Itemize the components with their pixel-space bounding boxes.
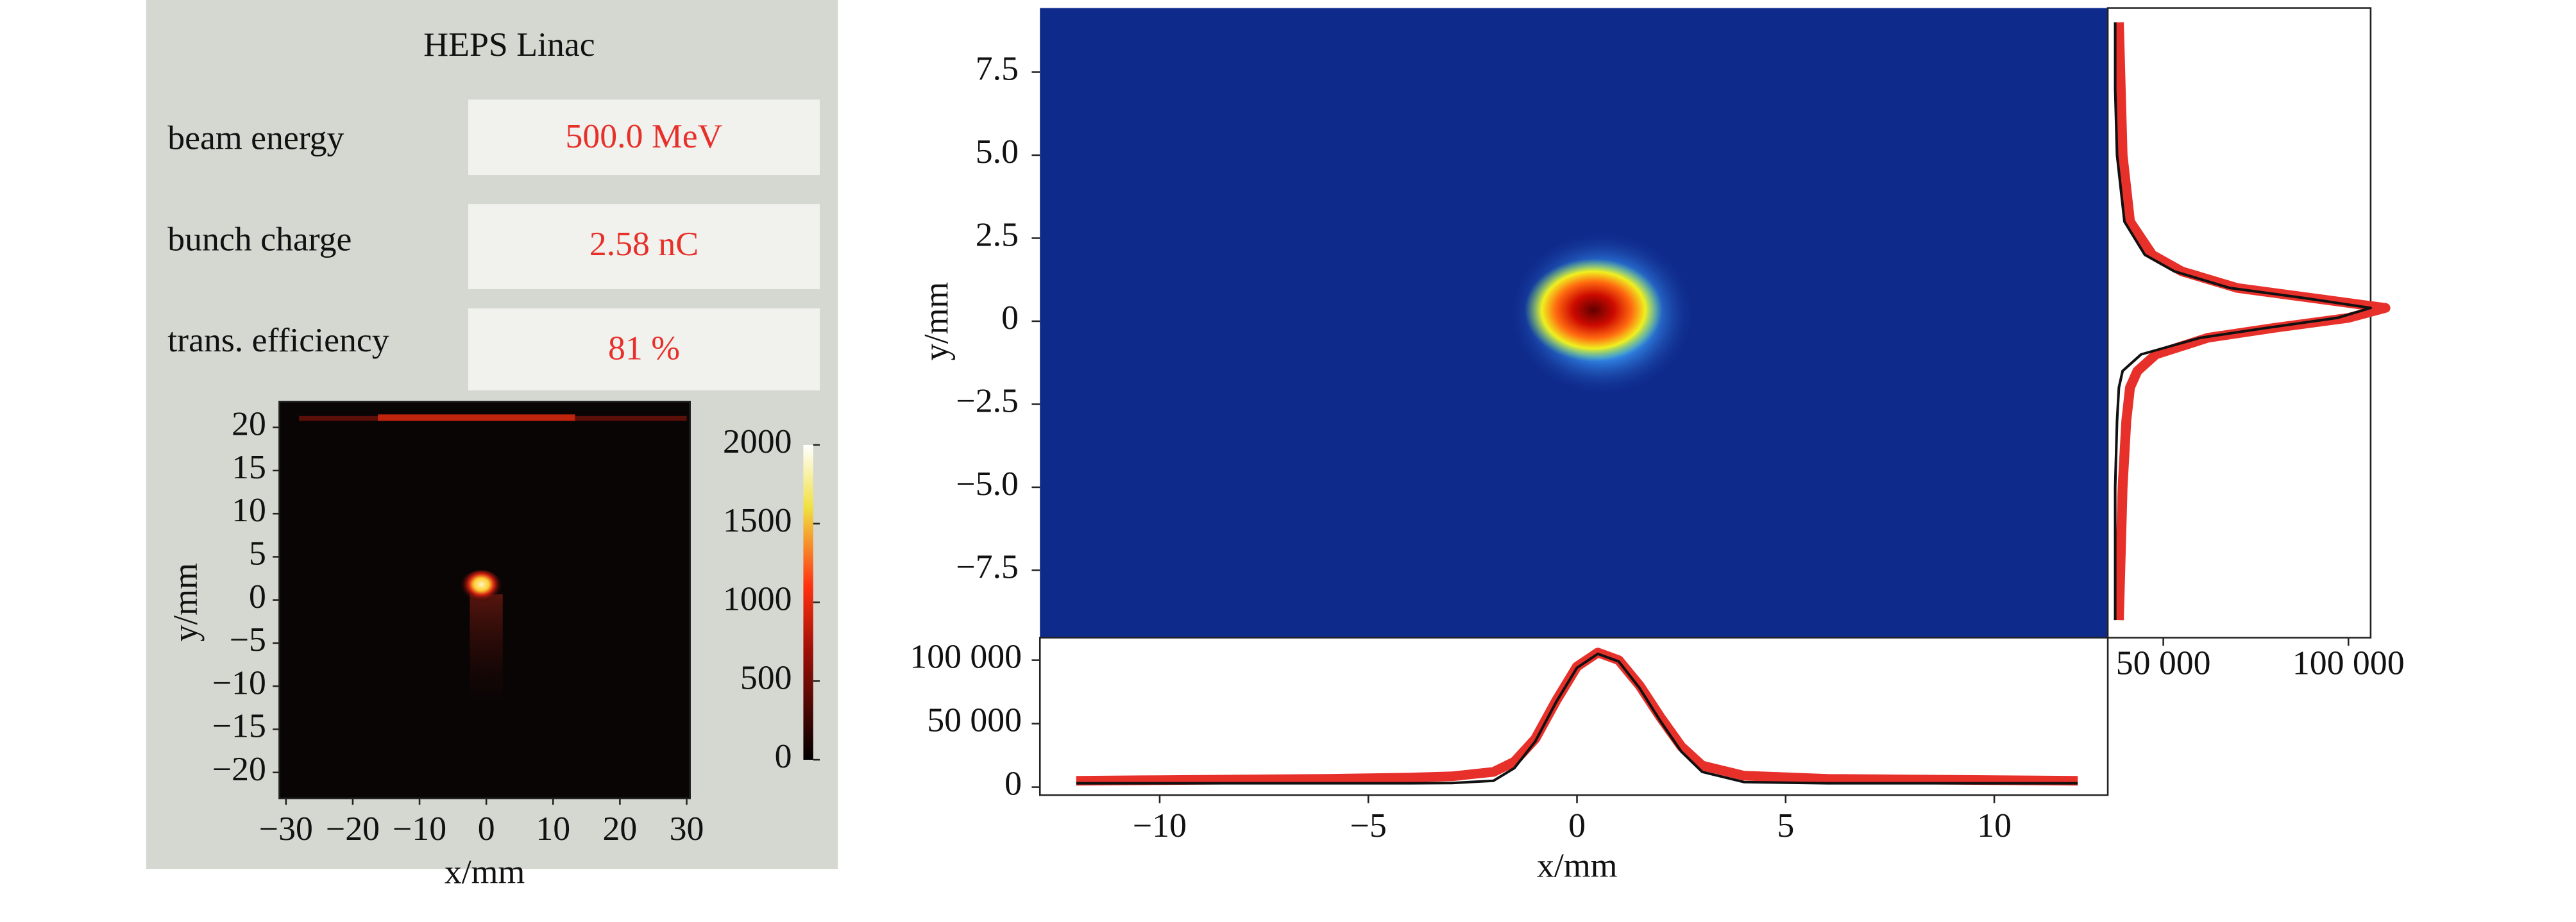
y-axis-label: y/mm bbox=[166, 563, 205, 642]
beam-core bbox=[1524, 258, 1663, 362]
y-tick-label: 0 bbox=[249, 578, 266, 615]
x-tick-label: −10 bbox=[393, 810, 446, 847]
x-tick-label: 10 bbox=[536, 810, 570, 847]
row: bunch charge 2.58 nC bbox=[167, 204, 820, 289]
y-tick-label: −5.0 bbox=[956, 465, 1019, 503]
y-tick-label: −7.5 bbox=[956, 548, 1019, 585]
y-tick-label: 100 000 bbox=[910, 638, 1022, 675]
x-profile-line bbox=[1076, 652, 2078, 785]
x-axis-label: x/mm bbox=[1537, 847, 1617, 884]
row-label: bunch charge bbox=[167, 221, 352, 258]
y-tick-label: 0 bbox=[775, 738, 792, 775]
y-tick-label: −5 bbox=[230, 621, 266, 658]
y-tick-label: −10 bbox=[212, 664, 266, 701]
y-tick-label: −20 bbox=[212, 750, 266, 787]
y-tick-label: 2000 bbox=[723, 423, 792, 460]
x-tick-label: 10 bbox=[1977, 807, 2012, 844]
value-box bbox=[468, 308, 820, 390]
y-axis-label: y/mm bbox=[917, 282, 956, 361]
y-tick-label: 1500 bbox=[723, 501, 792, 539]
y-tick-label: 50 000 bbox=[927, 701, 1022, 739]
beam-tail bbox=[470, 594, 503, 704]
x-tick-label: −20 bbox=[326, 810, 380, 847]
x-tick-label: 30 bbox=[670, 810, 704, 847]
y-tick-label: 500 bbox=[740, 659, 792, 696]
y-profile-line bbox=[2114, 22, 2372, 621]
y-tick-label: 10 bbox=[232, 492, 266, 529]
row-value: 81 % bbox=[608, 330, 680, 367]
colorbar bbox=[803, 444, 813, 760]
beam-spot bbox=[460, 570, 503, 606]
y-tick-label: 2.5 bbox=[976, 216, 1019, 253]
row-label: beam energy bbox=[167, 119, 344, 156]
y-tick-label: 0 bbox=[1001, 299, 1019, 337]
x-tick-label: 20 bbox=[603, 810, 638, 847]
y-tick-label: 1000 bbox=[723, 580, 792, 617]
y-tick-label: 15 bbox=[232, 449, 266, 486]
x-tick-label: 5 bbox=[1777, 807, 1794, 844]
edge-glow bbox=[378, 414, 575, 421]
x-axis-label: x/mm bbox=[445, 853, 525, 891]
y-tick-label: 0 bbox=[1004, 765, 1022, 802]
row-value: 500.0 MeV bbox=[566, 118, 723, 155]
x-profile-frame bbox=[1038, 637, 2109, 796]
value-box bbox=[468, 204, 820, 289]
row-label: trans. efficiency bbox=[167, 322, 389, 359]
x-tick-label: −5 bbox=[1350, 807, 1387, 844]
row: beam energy 500.0 MeV bbox=[167, 99, 820, 176]
row-value: 2.58 nC bbox=[589, 225, 699, 262]
y-tick-label: 5 bbox=[249, 535, 266, 572]
x-tick-label: −30 bbox=[259, 810, 313, 847]
y-tick-label: 5.0 bbox=[976, 133, 1019, 171]
y-tick-label: −2.5 bbox=[956, 382, 1019, 419]
y-tick-label: −15 bbox=[212, 707, 266, 744]
x-tick-label: 100 000 bbox=[2292, 644, 2405, 682]
y-profile-line bbox=[2114, 22, 2391, 621]
x-tick-label: 50 000 bbox=[2116, 644, 2211, 682]
y-tick-label: 7.5 bbox=[976, 50, 1019, 87]
x-tick-label: 0 bbox=[478, 810, 495, 847]
row: trans. efficiency 81 % bbox=[167, 308, 820, 390]
value-box bbox=[468, 99, 820, 176]
panel-title: HEPS Linac bbox=[423, 26, 595, 63]
x-tick-label: −10 bbox=[1133, 807, 1187, 844]
x-tick-label: 0 bbox=[1568, 807, 1586, 844]
y-tick-label: 20 bbox=[232, 405, 266, 442]
